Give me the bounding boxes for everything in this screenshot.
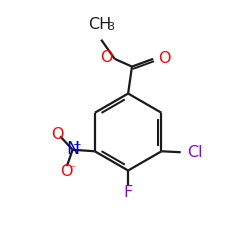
Text: ⁻: ⁻ — [69, 163, 75, 176]
Text: O: O — [100, 50, 113, 66]
Text: N: N — [66, 140, 79, 158]
Text: O: O — [60, 164, 73, 179]
Text: O: O — [51, 127, 64, 142]
Text: F: F — [124, 185, 133, 200]
Text: Cl: Cl — [187, 145, 202, 160]
Text: +: + — [73, 140, 82, 150]
Text: O: O — [158, 50, 171, 66]
Text: 3: 3 — [107, 22, 114, 32]
Text: CH: CH — [88, 17, 112, 32]
